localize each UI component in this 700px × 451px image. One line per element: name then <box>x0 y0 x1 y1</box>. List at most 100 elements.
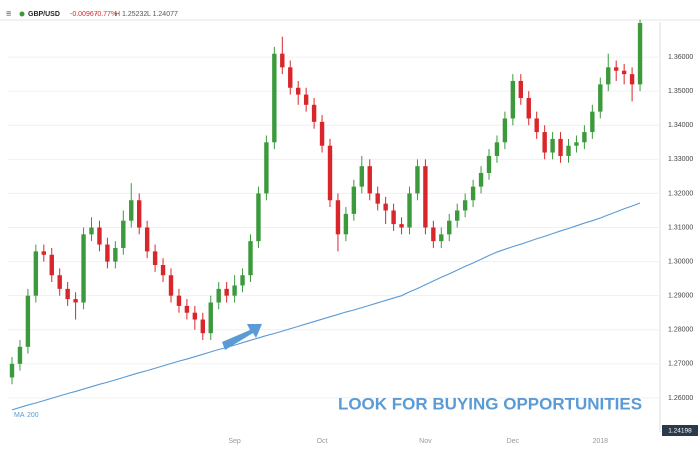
x-tick-label: Oct <box>317 438 328 445</box>
candle-body <box>415 166 420 194</box>
candle-body <box>303 94 309 105</box>
x-tick-label: Sep <box>228 438 241 445</box>
candle-body <box>97 227 102 245</box>
candle-body <box>296 87 301 95</box>
low-label: L 1.24077 <box>147 11 178 18</box>
candle-body <box>319 121 325 146</box>
candle-body <box>462 200 468 211</box>
candle-body <box>33 251 39 296</box>
candle-body <box>327 145 333 201</box>
candle-body <box>486 155 492 173</box>
candle-body <box>192 312 198 320</box>
candle-body <box>216 288 221 303</box>
candle-body <box>542 132 547 153</box>
candle-body <box>152 251 158 266</box>
candle-body <box>208 302 213 334</box>
candle-body <box>288 67 293 88</box>
candle-body <box>359 166 364 187</box>
candle-body <box>614 67 619 71</box>
candle-body <box>81 234 86 303</box>
candle-body <box>621 70 627 75</box>
candle-body <box>574 142 579 146</box>
y-tick-label: 1.35000 <box>668 88 693 95</box>
candle-body <box>431 227 436 242</box>
candle-body <box>49 254 54 276</box>
candle-body <box>176 295 182 306</box>
candle-body <box>280 53 285 68</box>
candle-body <box>375 193 380 204</box>
candle-body <box>391 210 396 225</box>
candle-body <box>121 220 126 248</box>
y-tick-label: 1.28000 <box>668 327 693 334</box>
candle-body <box>566 145 571 156</box>
indicator-period: 200 <box>27 412 39 419</box>
candle-body <box>478 172 484 187</box>
candle-body <box>367 166 372 194</box>
candle-body <box>105 244 110 262</box>
candle-body <box>423 166 428 228</box>
candle-body <box>240 275 245 286</box>
y-tick-label: 1.34000 <box>668 122 693 129</box>
y-tick-label: 1.26000 <box>668 395 693 402</box>
candle-body <box>89 227 94 235</box>
candle-body <box>335 200 341 235</box>
x-tick-label: Dec <box>507 438 520 445</box>
candle-body <box>168 275 174 296</box>
candle-body <box>57 275 62 289</box>
status-dot <box>19 11 25 17</box>
candle-body <box>502 118 508 143</box>
candle-body <box>598 84 603 112</box>
candle-body <box>65 288 70 300</box>
x-tick-label: 2018 <box>593 438 609 445</box>
candle-body <box>248 241 253 276</box>
plot-area: 1.26000 1.27000 1.28000 1.29000 1.30000 1.310… <box>8 19 693 445</box>
candle-body <box>17 346 23 364</box>
candle-body <box>73 299 78 303</box>
candle-body <box>383 203 388 211</box>
candle-body <box>311 104 317 122</box>
candle-body <box>9 363 15 378</box>
candle-body <box>455 210 460 221</box>
candle-body <box>351 186 357 214</box>
candle-body <box>232 285 237 296</box>
candle-body <box>200 319 205 334</box>
candle-body <box>558 138 563 156</box>
change: -0.00967 <box>70 11 98 18</box>
candle-body <box>256 193 261 242</box>
candle-body <box>144 227 150 252</box>
candle-body <box>272 53 277 143</box>
candle-body <box>41 251 46 255</box>
price-tag-label: 1.24198 <box>668 428 692 435</box>
y-tick-label: 1.36000 <box>668 54 693 61</box>
y-tick-label: 1.29000 <box>668 293 693 300</box>
high-label: H 1.25232 <box>115 11 147 18</box>
candle-body <box>550 138 555 153</box>
symbol[interactable]: GBP/USD <box>28 11 60 18</box>
candle-body <box>590 111 595 133</box>
candle-body <box>470 186 476 201</box>
moving-average-line <box>11 202 641 411</box>
candle-body <box>606 67 611 85</box>
candle-body <box>637 23 643 85</box>
candle-body <box>407 193 412 228</box>
menu-icon[interactable]: ≡ <box>6 8 11 18</box>
candle-body <box>510 80 516 119</box>
candle-body <box>494 142 500 156</box>
y-tick-label: 1.33000 <box>668 156 693 163</box>
candle-body <box>160 265 166 276</box>
y-tick-label: 1.27000 <box>668 361 693 368</box>
candle-body <box>582 132 587 143</box>
candle-body <box>447 220 452 235</box>
candle-body <box>343 213 349 235</box>
candle-body <box>264 142 269 194</box>
candle-body <box>25 295 31 347</box>
candle-body <box>113 247 118 262</box>
candle-body <box>534 118 539 133</box>
candle-body <box>137 200 142 228</box>
arrow <box>222 324 262 350</box>
candle-body <box>439 234 444 242</box>
candle-body <box>518 80 523 99</box>
x-tick-label: Nov <box>419 438 432 445</box>
